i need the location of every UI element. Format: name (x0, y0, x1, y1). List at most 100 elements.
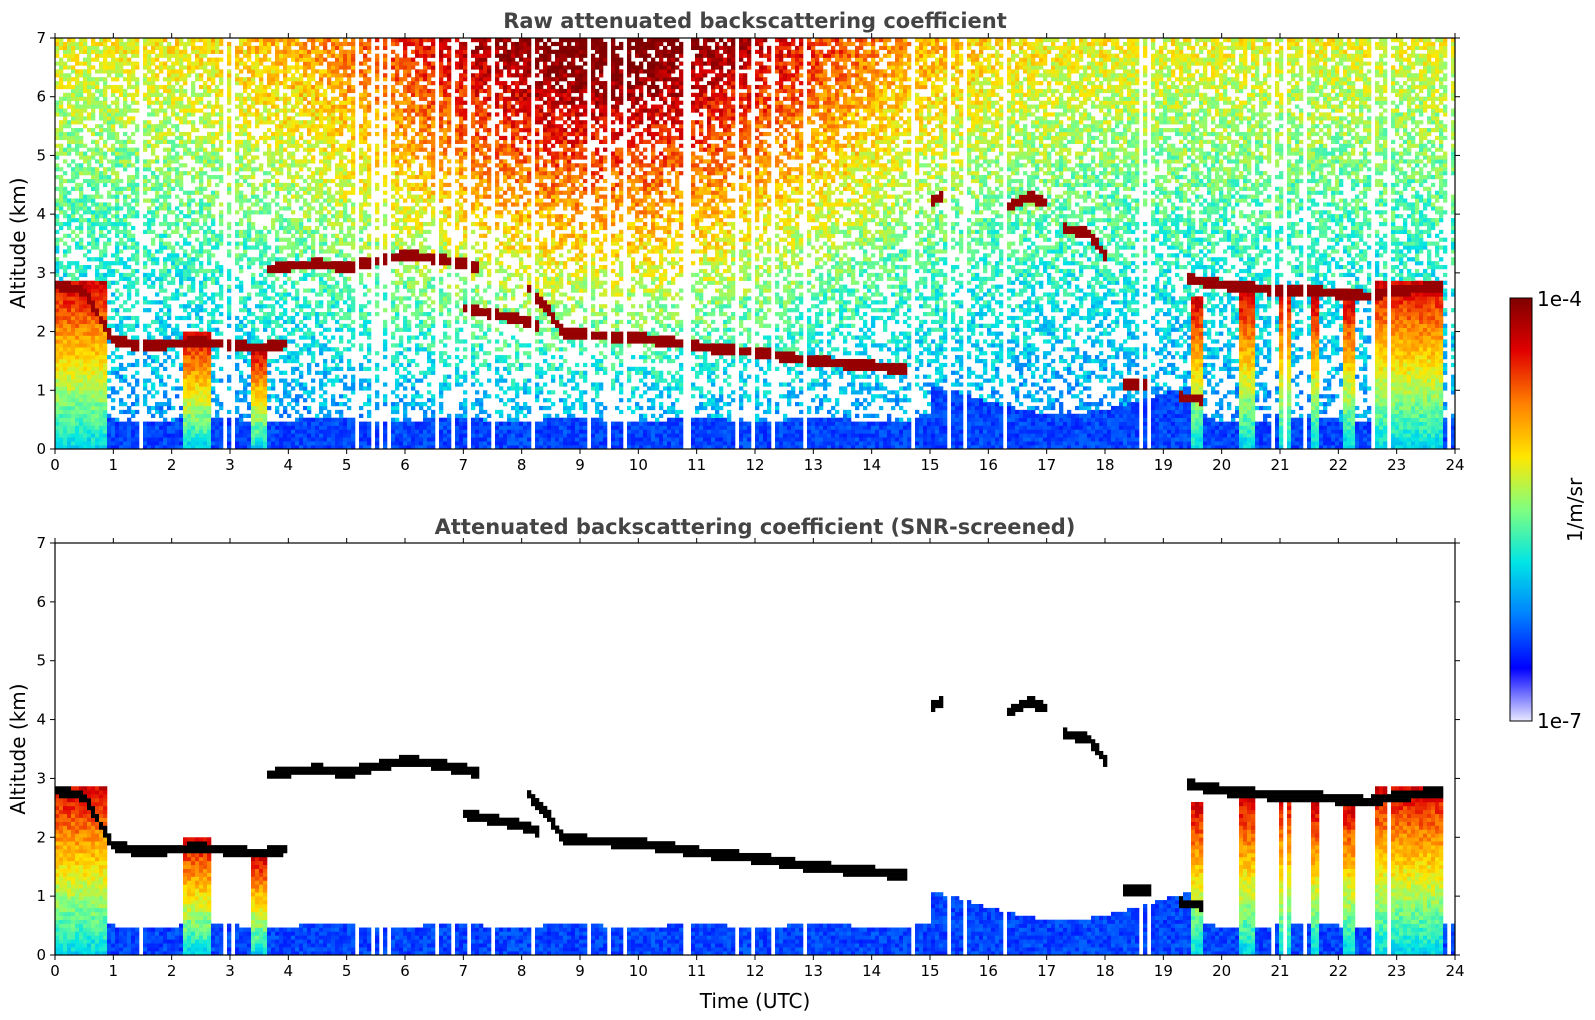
heatmap-cell (171, 230, 175, 234)
heatmap-cell (131, 108, 135, 112)
heatmap-cell (303, 437, 307, 441)
heatmap-cell (155, 38, 159, 42)
heatmap-cell (291, 187, 295, 191)
heatmap-cell (251, 367, 255, 371)
heatmap-cell (343, 289, 347, 293)
heatmap-cell (183, 46, 187, 50)
heatmap-cell (255, 46, 259, 50)
heatmap-cell (347, 261, 351, 265)
heatmap-cell (211, 214, 215, 218)
heatmap-cell (279, 249, 283, 253)
heatmap-cell (127, 85, 131, 89)
heatmap-cell (279, 371, 283, 375)
heatmap-cell (187, 375, 191, 379)
heatmap-cell (215, 281, 219, 285)
heatmap-cell (59, 265, 63, 269)
heatmap-cell (107, 132, 111, 136)
heatmap-cell (243, 167, 247, 171)
heatmap-cell (339, 198, 343, 202)
heatmap-cell (147, 433, 151, 437)
heatmap-cell (83, 89, 87, 93)
heatmap-cell (275, 124, 279, 128)
heatmap-cell (183, 144, 187, 148)
heatmap-cell (279, 339, 283, 343)
heatmap-cell (63, 406, 67, 410)
heatmap-cell (179, 426, 183, 430)
heatmap-cell (159, 69, 163, 73)
heatmap-cell (83, 422, 87, 426)
heatmap-cell (179, 175, 183, 179)
heatmap-cell (95, 42, 99, 46)
heatmap-cell (71, 175, 75, 179)
heatmap-cell (287, 175, 291, 179)
heatmap-cell (115, 269, 119, 273)
heatmap-cell (171, 249, 175, 253)
heatmap-cell (115, 105, 119, 109)
heatmap-cell (195, 108, 199, 112)
heatmap-cell (335, 85, 339, 89)
heatmap-cell (267, 171, 271, 175)
heatmap-cell (199, 214, 203, 218)
heatmap-cell (283, 69, 287, 73)
heatmap-cell (203, 398, 207, 402)
heatmap-cell (219, 124, 223, 128)
heatmap-cell (175, 77, 179, 81)
heatmap-cell (95, 144, 99, 148)
heatmap-cell (119, 277, 123, 281)
heatmap-cell (175, 183, 179, 187)
heatmap-cell (123, 422, 127, 426)
heatmap-cell (335, 328, 339, 332)
heatmap-cell (295, 183, 299, 187)
heatmap-cell (239, 222, 243, 226)
heatmap-cell (71, 120, 75, 124)
heatmap-cell (103, 175, 107, 179)
heatmap-cell (95, 292, 99, 296)
heatmap-cell (171, 61, 175, 65)
heatmap-cell (99, 257, 103, 261)
heatmap-cell (179, 58, 183, 62)
heatmap-cell (195, 382, 199, 386)
heatmap-cell (295, 343, 299, 347)
heatmap-cell (287, 437, 291, 441)
heatmap-cell (179, 54, 183, 58)
heatmap-cell (183, 112, 187, 116)
heatmap-cell (283, 101, 287, 105)
heatmap-cell (263, 367, 267, 371)
heatmap-cell (255, 69, 259, 73)
heatmap-cell (283, 132, 287, 136)
heatmap-cell (311, 242, 315, 246)
heatmap-cell (255, 238, 259, 242)
heatmap-cell (319, 183, 323, 187)
heatmap-cell (319, 433, 323, 437)
heatmap-cell (255, 382, 259, 386)
heatmap-cell (295, 355, 299, 359)
heatmap-cell (91, 347, 95, 351)
heatmap-cell (327, 155, 331, 159)
heatmap-cell (171, 222, 175, 226)
heatmap-cell (63, 394, 67, 398)
heatmap-cell (327, 65, 331, 69)
heatmap-cell (143, 163, 147, 167)
heatmap-cell (95, 441, 99, 445)
heatmap-cell (263, 42, 267, 46)
heatmap-cell (303, 273, 307, 277)
heatmap-cell (207, 390, 211, 394)
heatmap-cell (135, 410, 139, 414)
heatmap-cell (83, 320, 87, 324)
heatmap-cell (295, 77, 299, 81)
heatmap-cell (195, 65, 199, 69)
heatmap-cell (203, 61, 207, 65)
heatmap-cell (75, 218, 79, 222)
heatmap-cell (291, 355, 295, 359)
heatmap-cell (131, 54, 135, 58)
heatmap-cell (199, 159, 203, 163)
heatmap-cell (263, 382, 267, 386)
heatmap-cell (103, 202, 107, 206)
heatmap-cell (107, 269, 111, 273)
heatmap-cell (159, 105, 163, 109)
heatmap-cell (331, 144, 335, 148)
heatmap-cell (175, 136, 179, 140)
heatmap-cell (283, 61, 287, 65)
heatmap-cell (75, 379, 79, 383)
heatmap-cell (239, 183, 243, 187)
